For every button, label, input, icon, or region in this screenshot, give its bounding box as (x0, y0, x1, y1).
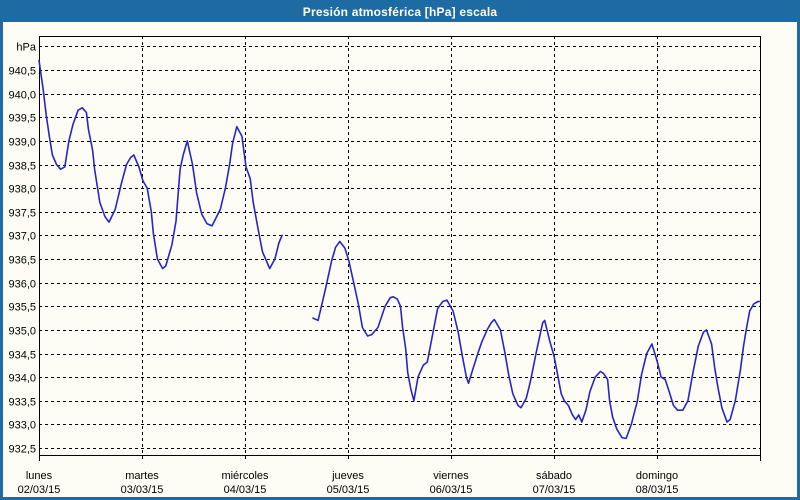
window-title-bar: Presión atmosférica [hPa] escala (3, 3, 797, 22)
y-tick-label: 934,0 (8, 373, 36, 385)
y-axis-unit-label: hPa (16, 42, 36, 54)
x-day-label: domingo (636, 470, 678, 482)
x-day-label: lunes (26, 470, 53, 482)
y-tick-label: 939,5 (8, 113, 36, 125)
y-tick-label: 933,5 (8, 397, 36, 409)
x-day-label: martes (125, 470, 159, 482)
x-day-label: viernes (433, 470, 469, 482)
y-tick-label: 932,5 (8, 444, 36, 456)
y-tick-label: 936,0 (8, 279, 36, 291)
y-tick-label: 938,0 (8, 184, 36, 196)
y-tick-label: 935,0 (8, 326, 36, 338)
y-tick-label: 937,5 (8, 208, 36, 220)
y-tick-label: 936,5 (8, 255, 36, 267)
pressure-series-segment (312, 240, 761, 440)
y-tick-label: 933,0 (8, 420, 36, 432)
x-date-label: 05/03/15 (327, 484, 370, 496)
x-date-label: 02/03/15 (18, 484, 61, 496)
plot-frame (39, 36, 761, 456)
x-date-label: 03/03/15 (121, 484, 164, 496)
y-tick-label: 940,5 (8, 66, 36, 78)
x-date-label: 04/03/15 (224, 484, 267, 496)
x-day-label: miércoles (221, 470, 269, 482)
x-date-label: 07/03/15 (533, 484, 576, 496)
x-date-label: 06/03/15 (430, 484, 473, 496)
y-tick-label: 934,5 (8, 350, 36, 362)
y-tick-label: 940,0 (8, 90, 36, 102)
x-day-label: sábado (536, 470, 572, 482)
y-tick-label: 939,0 (8, 137, 36, 149)
x-day-label: jueves (331, 470, 364, 482)
pressure-series-segment (38, 59, 283, 270)
x-date-label: 08/03/15 (636, 484, 679, 496)
y-tick-label: 935,5 (8, 302, 36, 314)
window-title: Presión atmosférica [hPa] escala (302, 5, 498, 19)
y-tick-label: 937,0 (8, 231, 36, 243)
y-tick-label: 938,5 (8, 161, 36, 173)
